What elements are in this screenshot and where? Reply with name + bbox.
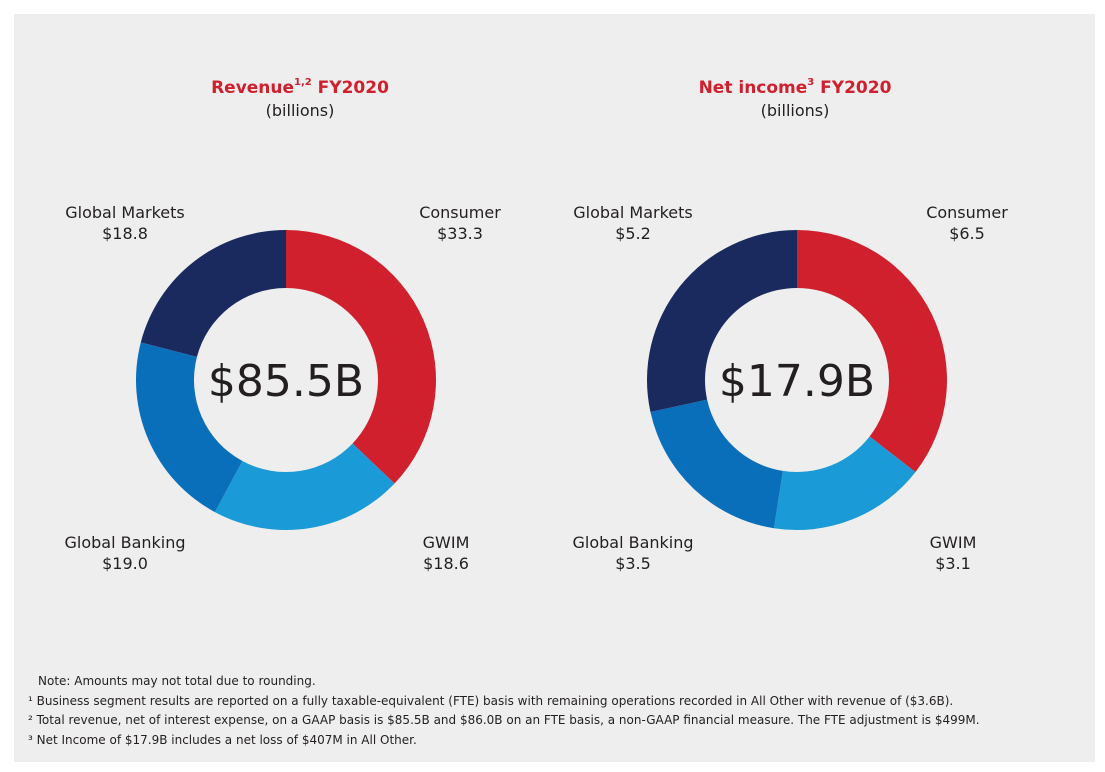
donut-slice-gwim [773,436,916,530]
segment-value: $5.2 [615,224,651,243]
revenue-global-markets-label: Global Markets $18.8 [25,202,225,244]
revenue-global-banking-label: Global Banking $19.0 [25,532,225,574]
revenue-center-total: $85.5B [208,356,364,407]
segment-value: $18.8 [102,224,148,243]
segment-value: $6.5 [949,224,985,243]
revenue-consumer-label: Consumer $33.3 [360,202,560,244]
segment-name: GWIM [929,533,977,552]
segment-name: GWIM [422,533,470,552]
segment-value: $3.1 [935,554,971,573]
segment-value: $19.0 [102,554,148,573]
donut-slice-global-markets [647,230,797,412]
net-income-global-markets-label: Global Markets $5.2 [533,202,733,244]
segment-name: Consumer [419,203,501,222]
donut-slice-global-markets [140,230,286,357]
net-income-chart-title: Net income3 FY2020 [698,77,892,98]
rounding-note: Note: Amounts may not total due to round… [38,674,316,688]
footnote-3: ³ Net Income of $17.9B includes a net lo… [28,732,417,747]
segment-name: Global Banking [572,533,694,552]
footnote-1: ¹ Business segment results are reported … [28,693,954,708]
segment-value: $3.5 [615,554,651,573]
revenue-gwim-label: GWIM $18.6 [346,532,546,574]
donut-slice-gwim [214,443,395,530]
net-income-center-total: $17.9B [719,356,875,407]
net-income-gwim-label: GWIM $3.1 [853,532,1053,574]
footnotes: Note: Amounts may not total due to round… [28,672,980,750]
revenue-chart-title: Revenue1,2 FY2020 [211,77,389,98]
footnote-2: ² Total revenue, net of interest expense… [28,713,980,727]
donut-slice-consumer [286,230,437,484]
donut-slice-global-banking [135,342,243,513]
net-income-chart-subtitle: (billions) [760,101,830,120]
donut-slices [647,230,947,530]
donut-slice-consumer [797,230,947,473]
segment-name: Global Markets [65,203,185,222]
segment-name: Global Banking [64,533,186,552]
net-income-global-banking-label: Global Banking $3.5 [533,532,733,574]
revenue-donut-chart: $85.5B [135,230,437,530]
segment-name: Consumer [926,203,1008,222]
segment-value: $33.3 [437,224,483,243]
revenue-chart-subtitle: (billions) [265,101,335,120]
segment-value: $18.6 [423,554,469,573]
net-income-consumer-label: Consumer $6.5 [867,202,1067,244]
donut-slices [135,230,437,530]
segment-name: Global Markets [573,203,693,222]
donut-slice-global-banking [650,399,783,529]
net-income-donut-chart: $17.9B [647,230,947,530]
